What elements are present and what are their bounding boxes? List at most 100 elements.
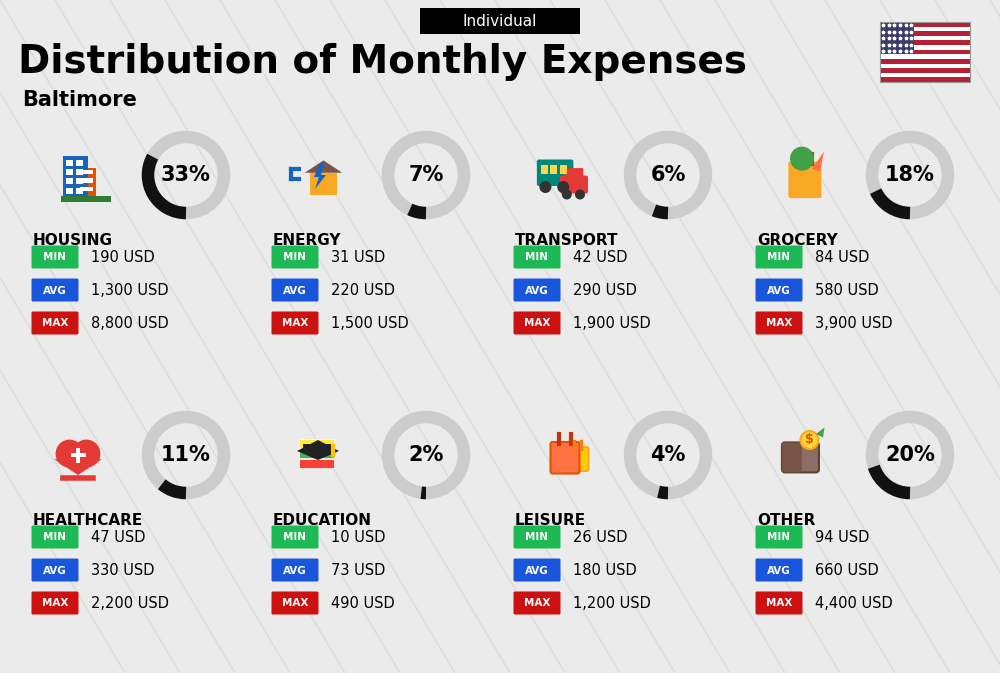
Text: 220 USD: 220 USD	[331, 283, 395, 298]
FancyBboxPatch shape	[32, 559, 78, 581]
FancyBboxPatch shape	[272, 559, 318, 581]
Text: MIN: MIN	[284, 532, 306, 542]
Text: AVG: AVG	[767, 565, 791, 575]
FancyBboxPatch shape	[880, 40, 970, 45]
Text: AVG: AVG	[525, 565, 549, 575]
FancyBboxPatch shape	[756, 526, 802, 548]
FancyBboxPatch shape	[782, 442, 802, 472]
Text: MIN: MIN	[284, 252, 306, 262]
FancyBboxPatch shape	[880, 50, 970, 55]
FancyBboxPatch shape	[880, 22, 970, 27]
Text: 10 USD: 10 USD	[331, 530, 386, 545]
FancyBboxPatch shape	[272, 246, 318, 269]
Text: MIN: MIN	[44, 532, 66, 542]
Text: MIN: MIN	[526, 252, 548, 262]
FancyBboxPatch shape	[32, 246, 78, 269]
Text: Baltimore: Baltimore	[22, 90, 137, 110]
Text: 11%: 11%	[161, 445, 211, 465]
FancyBboxPatch shape	[80, 178, 93, 183]
Text: $: $	[805, 433, 814, 446]
Text: AVG: AVG	[43, 565, 67, 575]
Text: AVG: AVG	[283, 285, 307, 295]
FancyBboxPatch shape	[63, 156, 88, 199]
Text: LEISURE: LEISURE	[515, 513, 586, 528]
Text: 20%: 20%	[885, 445, 935, 465]
FancyBboxPatch shape	[537, 160, 573, 186]
Text: 4%: 4%	[650, 445, 686, 465]
Text: 8,800 USD: 8,800 USD	[91, 316, 169, 331]
Text: 84 USD: 84 USD	[815, 250, 869, 265]
Circle shape	[557, 181, 569, 193]
FancyBboxPatch shape	[77, 168, 96, 197]
Text: 660 USD: 660 USD	[815, 563, 879, 578]
Circle shape	[790, 147, 814, 171]
Text: 290 USD: 290 USD	[573, 283, 637, 298]
Text: 3,900 USD: 3,900 USD	[815, 316, 893, 331]
Circle shape	[575, 190, 585, 199]
Text: 1,500 USD: 1,500 USD	[331, 316, 409, 331]
Circle shape	[72, 439, 100, 468]
FancyBboxPatch shape	[272, 592, 318, 614]
Text: HEALTHCARE: HEALTHCARE	[33, 513, 143, 528]
FancyBboxPatch shape	[560, 165, 567, 174]
FancyBboxPatch shape	[880, 68, 970, 73]
Text: 2,200 USD: 2,200 USD	[91, 596, 169, 611]
Text: MAX: MAX	[766, 318, 792, 328]
Text: MIN: MIN	[44, 252, 66, 262]
FancyBboxPatch shape	[66, 169, 72, 175]
Circle shape	[56, 439, 84, 468]
Text: 73 USD: 73 USD	[331, 563, 385, 578]
Text: 47 USD: 47 USD	[91, 530, 146, 545]
Text: 1,300 USD: 1,300 USD	[91, 283, 169, 298]
Text: AVG: AVG	[43, 285, 67, 295]
Text: 180 USD: 180 USD	[573, 563, 637, 578]
FancyBboxPatch shape	[76, 160, 82, 166]
FancyBboxPatch shape	[880, 27, 970, 31]
Polygon shape	[54, 459, 102, 475]
FancyBboxPatch shape	[76, 169, 82, 175]
Text: 33%: 33%	[161, 165, 211, 185]
FancyBboxPatch shape	[272, 279, 318, 302]
FancyBboxPatch shape	[880, 77, 970, 82]
FancyBboxPatch shape	[66, 178, 72, 184]
Circle shape	[539, 181, 551, 193]
FancyBboxPatch shape	[880, 73, 970, 77]
FancyBboxPatch shape	[514, 592, 560, 614]
Text: MAX: MAX	[524, 318, 550, 328]
Circle shape	[562, 190, 572, 199]
FancyBboxPatch shape	[76, 448, 80, 462]
FancyBboxPatch shape	[310, 173, 337, 195]
Text: 26 USD: 26 USD	[573, 530, 628, 545]
Text: 1,900 USD: 1,900 USD	[573, 316, 651, 331]
FancyBboxPatch shape	[756, 559, 802, 581]
FancyBboxPatch shape	[61, 196, 111, 202]
FancyBboxPatch shape	[80, 186, 93, 191]
FancyBboxPatch shape	[32, 592, 78, 614]
FancyBboxPatch shape	[299, 459, 334, 468]
FancyBboxPatch shape	[66, 160, 72, 166]
Text: AVG: AVG	[525, 285, 549, 295]
FancyBboxPatch shape	[756, 592, 802, 614]
FancyBboxPatch shape	[788, 162, 821, 198]
Text: Individual: Individual	[463, 13, 537, 28]
Text: MAX: MAX	[766, 598, 792, 608]
Text: 94 USD: 94 USD	[815, 530, 869, 545]
Polygon shape	[816, 427, 824, 437]
FancyBboxPatch shape	[32, 526, 78, 548]
FancyBboxPatch shape	[514, 246, 560, 269]
FancyBboxPatch shape	[420, 8, 580, 34]
FancyBboxPatch shape	[880, 22, 914, 55]
FancyBboxPatch shape	[514, 279, 560, 302]
Text: MAX: MAX	[42, 598, 68, 608]
FancyBboxPatch shape	[76, 178, 82, 184]
FancyBboxPatch shape	[880, 45, 970, 50]
FancyBboxPatch shape	[550, 165, 557, 174]
FancyBboxPatch shape	[32, 312, 78, 334]
FancyBboxPatch shape	[560, 176, 588, 194]
Text: 2%: 2%	[408, 445, 444, 465]
Text: 6%: 6%	[650, 165, 686, 185]
FancyBboxPatch shape	[880, 59, 970, 63]
FancyBboxPatch shape	[66, 188, 72, 194]
Polygon shape	[297, 440, 339, 460]
Polygon shape	[314, 163, 326, 189]
